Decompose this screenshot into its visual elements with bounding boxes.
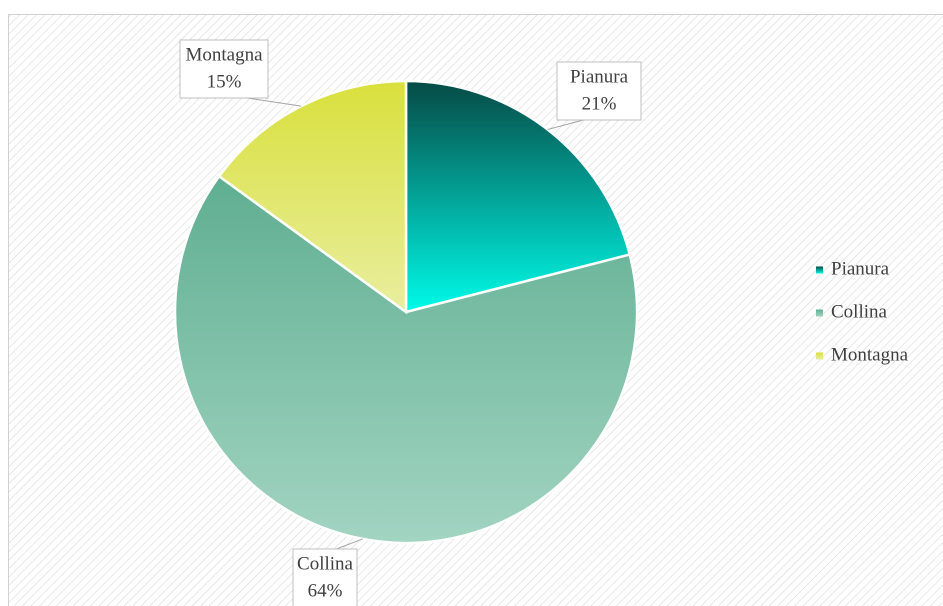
legend-label: Pianura <box>831 258 890 279</box>
legend-label: Collina <box>831 301 888 322</box>
data-label-name: Montagna <box>185 44 263 65</box>
pie-slice <box>173 174 639 545</box>
data-label-box <box>556 61 642 121</box>
leader-line <box>547 119 584 130</box>
leader-line <box>336 538 363 550</box>
data-label-name: Pianura <box>570 66 629 87</box>
legend-label: Montagna <box>831 344 909 365</box>
data-label-box <box>292 548 358 606</box>
data-label-value: 64% <box>308 580 343 601</box>
pie-slice <box>404 79 632 314</box>
legend-marker <box>816 309 823 317</box>
leader-line <box>247 97 302 107</box>
data-label-value: 21% <box>582 93 617 114</box>
data-label-name: Collina <box>297 553 354 574</box>
data-label-value: 15% <box>207 71 242 92</box>
legend-marker <box>816 266 823 274</box>
data-label-box <box>179 39 269 99</box>
legend-marker <box>816 352 823 360</box>
